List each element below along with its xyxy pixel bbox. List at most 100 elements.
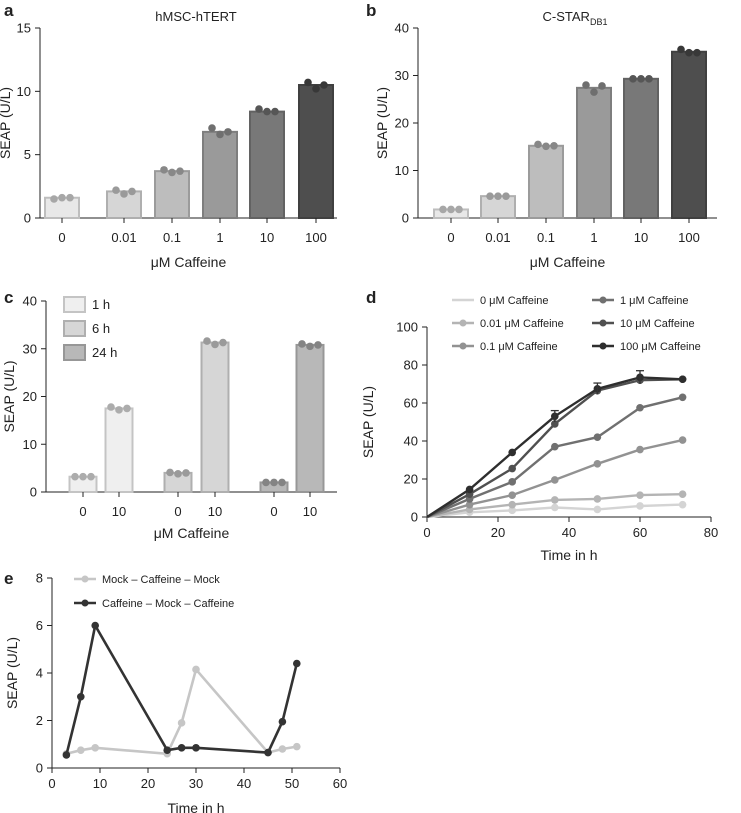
- panel-c-y-axis-title: SEAP (U/L): [1, 360, 17, 432]
- panel-e-series-1-point-7: [278, 717, 287, 726]
- panel-c-data-point-0-1: [79, 472, 87, 481]
- panel-d-series-1-point-3: [551, 496, 559, 504]
- panel-d-series-0-point-4: [593, 505, 602, 514]
- panel-d-series-3-point-5: [636, 403, 644, 412]
- panel-a-data-point-2-0: [160, 166, 168, 174]
- panel-a-x-axis-title: μM Caffeine: [151, 254, 227, 270]
- panel-d-y-tick-label: 80: [404, 358, 418, 373]
- panel-c-x-axis-title: μM Caffeine: [154, 525, 230, 541]
- panel-e-y-tick-label: 6: [36, 618, 43, 633]
- panel-e-series-1-point-6: [264, 748, 272, 757]
- panel-d-series-4-point-3: [551, 420, 559, 428]
- panel-a-data-point-2-2: [176, 167, 184, 175]
- panel-a-data-point-3-2: [224, 128, 232, 136]
- panel-a-y-tick-label: 10: [17, 84, 31, 99]
- panel-d-legend-marker-4: [599, 319, 607, 327]
- panel-a-data-point-5-2: [320, 81, 328, 89]
- panel-a-chart-title: hMSC-hTERT: [155, 9, 236, 24]
- panel-a-data-point-1-1: [120, 190, 128, 198]
- panel-d-x-axis-title: Time in h: [540, 547, 597, 563]
- panel-d-legend-marker-1: [459, 319, 467, 327]
- panel-d-series-5-point-1: [465, 485, 474, 494]
- panel-e-series-0-point-8: [293, 742, 301, 751]
- panel-d-series-3-point-2: [508, 478, 516, 486]
- panel-e-series-line-0: [66, 666, 298, 756]
- panel-c-legend-label-2: 24 h: [92, 345, 117, 360]
- panel-e-series-0-point-2: [91, 744, 99, 752]
- panel-c-y-tick-label: 40: [23, 294, 37, 309]
- panel-b-y-tick-label: 0: [402, 211, 409, 226]
- panel-c-legend-swatch-2: [63, 344, 86, 361]
- panel-b-data-point-3-2: [598, 82, 606, 90]
- panel-label-e: e: [4, 569, 13, 588]
- panel-b-data-point-2-1: [542, 142, 550, 151]
- panel-d-series-1-point-2: [508, 500, 516, 509]
- panel-b-data-point-4-1: [637, 75, 645, 83]
- panel-d-series-2-point-5: [636, 445, 644, 454]
- panel-d-y-tick-label: 60: [404, 396, 418, 411]
- panel-d-series-0-point-2: [508, 506, 516, 515]
- panel-c-x-tick-label: 0: [79, 504, 86, 519]
- panel-e-series-0-point-4: [177, 719, 186, 727]
- panel-b-data-point-2-0: [534, 140, 542, 149]
- panel-a-data-point-3-0: [208, 124, 216, 132]
- panel-b-y-tick-label: 40: [395, 21, 409, 36]
- panel-e-x-tick-label: 10: [93, 776, 107, 791]
- panel-a-x-tick-label: 100: [305, 230, 327, 245]
- panel-a-data-point-1-2: [128, 187, 136, 196]
- panel-e-series-1-point-5: [192, 744, 200, 752]
- panel-a-y-tick-label: 0: [24, 211, 31, 226]
- panel-c-legend-label-0: 1 h: [92, 297, 110, 312]
- panel-c-data-point-2-1: [174, 470, 182, 478]
- panel-d-series-1-point-4: [593, 495, 602, 503]
- panel-e-legend-label-0: Mock – Caffeine – Mock: [102, 574, 220, 586]
- panel-b-chart-title-main: C-STAR: [543, 9, 590, 24]
- panel-e-series-1-point-4: [177, 744, 186, 752]
- panel-c-data-point-0-2: [87, 472, 95, 481]
- panel-c-x-tick-label: 10: [112, 504, 126, 519]
- panel-label-c: c: [4, 288, 13, 307]
- panel-a-data-point-0-2: [66, 193, 74, 202]
- panel-d-legend-label-1: 0.01 μM Caffeine: [480, 318, 564, 330]
- panel-d-series-0-point-3: [551, 503, 559, 512]
- panel-c-y-tick-label: 0: [30, 485, 37, 500]
- panel-c-legend-swatch-0: [63, 296, 86, 313]
- panel-c-y-tick-label: 10: [23, 437, 37, 452]
- panel-b-bar-4: [623, 77, 659, 219]
- panel-e-y-tick-label: 2: [36, 713, 43, 728]
- panel-d-series-2-point-1: [465, 500, 474, 509]
- panel-c-data-point-5-0: [298, 340, 306, 348]
- panel-a-data-point-4-2: [271, 107, 279, 116]
- panel-a-x-tick-label: 10: [260, 230, 274, 245]
- panel-a-data-point-4-0: [255, 105, 263, 113]
- panel-d-legend-marker-3: [599, 296, 607, 304]
- panel-e-series-1-point-2: [91, 621, 99, 630]
- panel-e-y-tick-label: 8: [36, 571, 43, 586]
- panel-c-legend-swatch-1: [63, 320, 86, 337]
- panel-b-chart-title-subscript: DB1: [590, 17, 608, 27]
- panel-c-y-tick-label: 20: [23, 389, 37, 404]
- panel-d-x-tick-label: 60: [633, 525, 647, 540]
- panel-a-chart: 0 5 10 15 SEAP (U/L) 0 0.01 0.1 1 10 100 μM Caffein…: [0, 9, 337, 270]
- panel-b-x-tick-label: 1: [590, 230, 597, 245]
- panel-b-y-tick-label: 20: [395, 116, 409, 131]
- panel-b-data-point-1-0: [486, 192, 494, 200]
- panel-c-data-point-1-0: [107, 403, 115, 411]
- panel-d-series-0-point-5: [636, 502, 644, 510]
- panel-e-y-tick-label: 0: [36, 761, 43, 776]
- panel-e-y-axis-title: SEAP (U/L): [4, 637, 20, 709]
- panel-b-x-tick-label: 0.1: [537, 230, 555, 245]
- panel-b-data-point-3-1: [590, 88, 598, 96]
- panel-d-series-2-point-3: [551, 476, 559, 484]
- panel-e-series-1-point-1: [77, 692, 85, 701]
- panel-d-x-tick-label: 40: [562, 525, 576, 540]
- panel-b-bar-2: [528, 144, 564, 219]
- panel-c-data-point-5-1: [306, 342, 314, 351]
- panel-b-bar-5: [671, 50, 707, 219]
- panel-b-data-point-1-1: [494, 192, 502, 200]
- panel-b-y-tick-label: 10: [395, 163, 409, 178]
- panel-d-series-2-point-2: [508, 491, 516, 499]
- panel-c-bar-3: [200, 341, 230, 494]
- panel-b-bar-3: [576, 86, 612, 219]
- panel-a-bar-4: [249, 110, 285, 219]
